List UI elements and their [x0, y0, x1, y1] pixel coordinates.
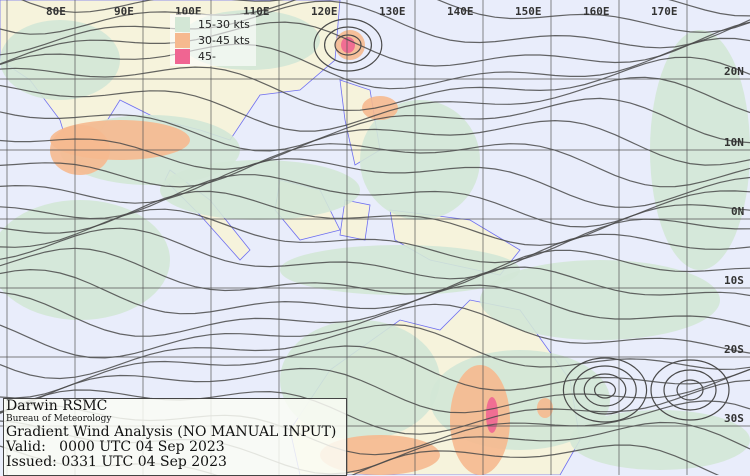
legend-item-15-30: 15-30 kts	[175, 16, 250, 32]
wind-speed-area	[450, 365, 510, 475]
streamline	[0, 227, 750, 280]
streamline	[0, 208, 750, 264]
swatch	[175, 48, 190, 64]
streamline	[0, 76, 750, 132]
wind-speed-area	[362, 96, 398, 120]
streamline	[0, 303, 750, 359]
lat-label: 10S	[724, 274, 744, 287]
circulation-streamline	[583, 373, 627, 407]
wind-speed-legend: 15-30 kts 30-45 kts 45-	[170, 14, 256, 66]
streamline	[0, 247, 750, 295]
info-box: Darwin RSMC Bureau of Meteorology Gradie…	[3, 398, 347, 476]
circulation-streamline	[663, 369, 717, 411]
streamline	[0, 119, 750, 171]
issued-time: Issued: 0331 UTC 04 Sep 2023	[6, 454, 227, 470]
streamline	[0, 158, 750, 208]
streamline	[0, 37, 750, 90]
lon-label: 160E	[583, 5, 610, 18]
lon-label: 90E	[114, 5, 134, 18]
lat-label: 20N	[724, 65, 744, 78]
streamline	[0, 56, 750, 112]
lon-label: 130E	[379, 5, 406, 18]
circulation-streamline	[334, 34, 362, 56]
lon-label: 120E	[311, 5, 338, 18]
streamline	[0, 379, 750, 435]
circulation-streamline	[650, 359, 730, 421]
wind-speed-area	[0, 200, 170, 320]
swatch	[175, 32, 190, 48]
wind-speed-area	[537, 398, 553, 418]
wind-speed-area	[320, 435, 440, 475]
streamline	[0, 323, 750, 380]
wind-speed-area	[570, 410, 750, 470]
streamline	[0, 284, 750, 337]
wind-speed-area	[480, 260, 720, 340]
streamline	[0, 266, 750, 315]
streamline	[20, 0, 750, 17]
valid-time: Valid: 0000 UTC 04 Sep 2023	[6, 439, 225, 455]
lon-label: 150E	[515, 5, 542, 18]
wind-speed-area	[486, 397, 498, 433]
center-name: Darwin RSMC	[6, 398, 108, 414]
streamline	[0, 367, 750, 414]
lat-label: 0N	[731, 205, 745, 218]
circulation-streamline	[593, 381, 616, 399]
streamline	[0, 21, 750, 67]
wind-speed-area	[280, 245, 520, 295]
lat-label: 20S	[724, 343, 744, 356]
lon-label: 170E	[651, 5, 678, 18]
wind-speed-area	[160, 160, 360, 220]
streamline	[0, 0, 750, 35]
streamline	[0, 143, 750, 188]
swatch	[175, 16, 190, 32]
circulation-streamline	[676, 379, 704, 401]
streamline	[0, 97, 750, 152]
legend-item-30-45: 30-45 kts	[175, 32, 250, 48]
circulation-streamline	[573, 365, 637, 415]
legend-item-45: 45-	[175, 48, 250, 64]
agency-name: Bureau of Meteorology	[6, 414, 112, 424]
circulation-streamline	[324, 26, 373, 64]
circulation-streamline	[562, 357, 648, 423]
streamline	[0, 345, 750, 399]
streamline	[0, 0, 750, 56]
lon-label: 80E	[46, 5, 66, 18]
circulation-streamline	[313, 18, 383, 72]
lat-label: 10N	[724, 136, 744, 149]
lat-label: 30S	[724, 412, 744, 425]
lon-label: 140E	[447, 5, 474, 18]
chart-title: Gradient Wind Analysis (NO MANUAL INPUT)	[6, 424, 337, 440]
